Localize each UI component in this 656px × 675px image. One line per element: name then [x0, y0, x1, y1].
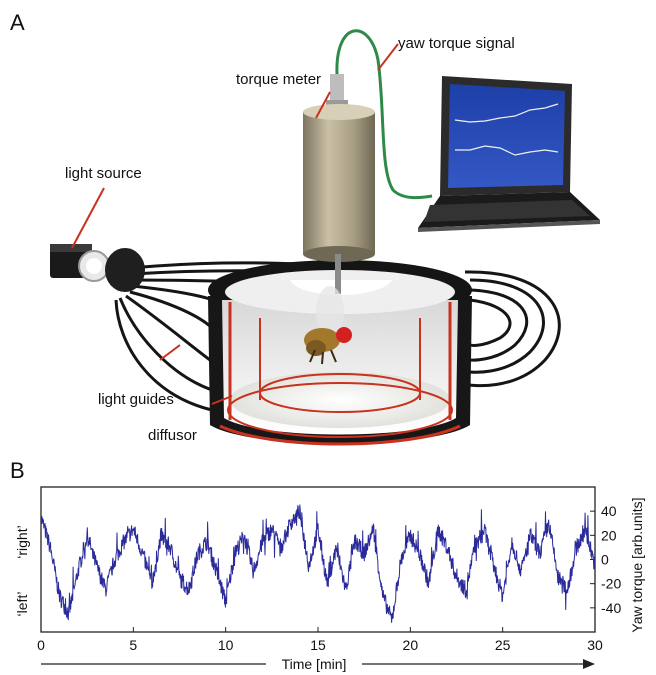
- x-tick-label: 10: [218, 637, 234, 653]
- x-tick-label: 30: [587, 637, 603, 653]
- y-tick-label: -20: [601, 576, 621, 592]
- x-tick-label: 0: [37, 637, 45, 653]
- y-tick-label: 40: [601, 503, 617, 519]
- x-ticks: 0 5 10 15 20 25 30: [37, 627, 603, 653]
- x-tick-label: 5: [129, 637, 137, 653]
- x-label-background: [266, 653, 362, 673]
- callout-torque-meter: torque meter: [236, 71, 321, 88]
- y-tick-label: 0: [601, 552, 609, 568]
- light-guides-illustration: [114, 261, 561, 412]
- light-source-illustration: [50, 244, 145, 292]
- y-axis-label: Yaw torque [arb.units]: [629, 497, 645, 632]
- y-ticks: 40 20 0 -20 -40: [590, 503, 621, 616]
- x-tick-label: 25: [495, 637, 511, 653]
- x-tick-label: 15: [310, 637, 326, 653]
- panel-a-letter: A: [10, 10, 25, 35]
- callout-light-source: light source: [65, 165, 142, 182]
- callout-lines: [71, 43, 399, 405]
- y-tick-label: -40: [601, 600, 621, 616]
- torque-trace: [40, 504, 596, 623]
- time-arrow-head: [583, 659, 595, 669]
- arena-illustration: [208, 260, 472, 446]
- label-left: ‘left’: [14, 592, 30, 617]
- callout-diffusor: diffusor: [148, 427, 197, 444]
- x-tick-label: 20: [403, 637, 419, 653]
- callout-yaw-torque-signal: yaw torque signal: [398, 35, 515, 52]
- laptop-illustration: [418, 76, 600, 232]
- fly-illustration: [304, 286, 352, 365]
- label-right: ‘right’: [14, 525, 30, 558]
- x-axis-label: Time [min]: [282, 656, 347, 672]
- y-tick-label: 20: [601, 527, 617, 543]
- panel-b-letter: B: [10, 458, 25, 483]
- signal-cable: [335, 29, 433, 200]
- plot-frame: [40, 486, 596, 633]
- callout-light-guides: light guides: [98, 391, 174, 408]
